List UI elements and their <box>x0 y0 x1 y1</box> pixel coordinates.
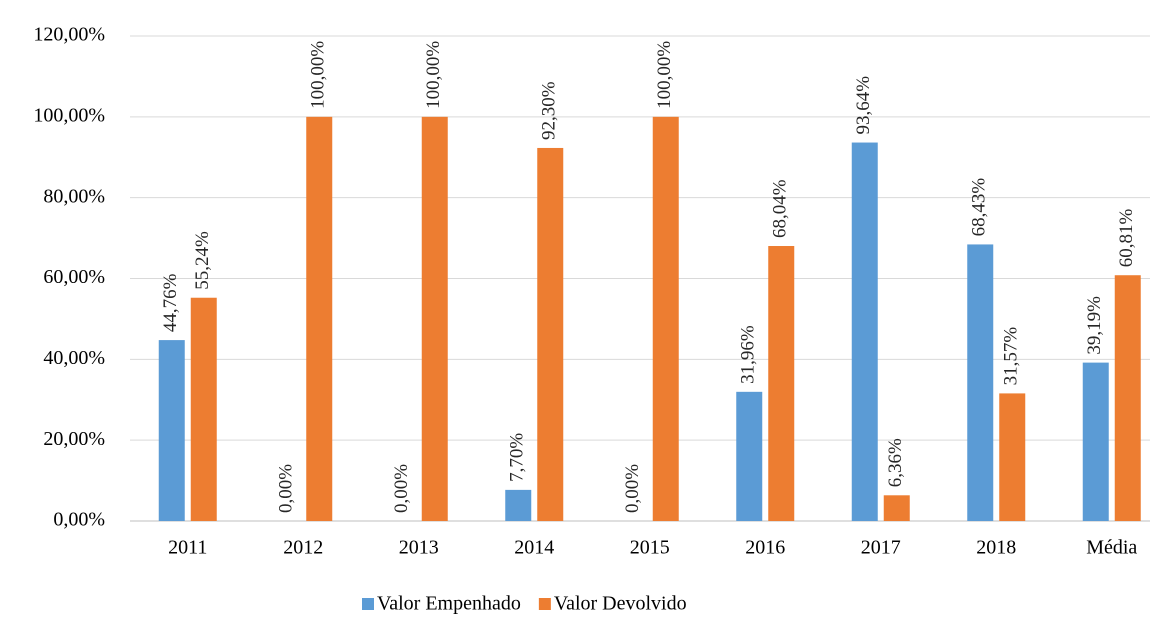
x-tick-label: 2018 <box>976 537 1016 559</box>
bar <box>652 116 679 521</box>
bar <box>158 340 185 521</box>
data-label: 31,57% <box>1001 327 1022 386</box>
data-label: 31,96% <box>738 325 759 384</box>
bar <box>999 393 1026 521</box>
legend-swatch <box>538 598 551 610</box>
legend-swatch <box>362 598 374 610</box>
y-tick-label: 100,00% <box>33 104 105 126</box>
data-label: 44,76% <box>160 273 181 332</box>
legend-label: Valor Devolvido <box>554 593 687 615</box>
y-tick-label: 80,00% <box>43 185 105 207</box>
bar <box>306 116 333 521</box>
bar <box>883 495 910 521</box>
bar <box>851 142 878 521</box>
data-label: 0,00% <box>622 464 643 513</box>
data-label: 0,00% <box>391 464 412 513</box>
y-tick-label: 40,00% <box>43 347 105 369</box>
bar <box>505 489 532 521</box>
data-label: 0,00% <box>276 464 297 513</box>
data-label: 7,70% <box>507 433 528 482</box>
x-tick-label: 2016 <box>745 537 785 559</box>
data-label: 93,64% <box>853 76 874 135</box>
bar <box>421 116 448 521</box>
x-tick-label: 2012 <box>283 537 323 559</box>
data-label: 100,00% <box>423 41 444 109</box>
data-label: 100,00% <box>654 41 675 109</box>
bar <box>967 244 994 521</box>
data-label: 92,30% <box>539 81 560 140</box>
y-tick-label: 0,00% <box>53 509 105 531</box>
x-tick-label: 2011 <box>168 537 207 559</box>
data-label: 39,19% <box>1084 296 1105 355</box>
bar <box>537 147 564 521</box>
y-tick-label: 120,00% <box>33 24 105 46</box>
data-label: 68,43% <box>969 178 990 237</box>
data-label: 68,04% <box>770 179 791 238</box>
bar <box>768 246 795 521</box>
bar <box>1114 275 1141 521</box>
y-tick-label: 60,00% <box>43 266 105 288</box>
x-tick-label: 2017 <box>861 537 901 559</box>
bar <box>736 391 763 521</box>
x-tick-label: 2013 <box>399 537 439 559</box>
bar <box>1082 362 1109 521</box>
data-label: 55,24% <box>192 231 213 290</box>
x-tick-label: 2014 <box>514 537 554 559</box>
legend-label: Valor Empenhado <box>377 593 521 615</box>
data-label: 60,81% <box>1116 208 1137 267</box>
data-label: 6,36% <box>885 438 906 487</box>
y-tick-label: 20,00% <box>43 428 105 450</box>
bar <box>190 297 217 521</box>
x-tick-label: 2015 <box>630 537 670 559</box>
data-label: 100,00% <box>308 41 329 109</box>
x-tick-label: Média <box>1086 537 1137 559</box>
